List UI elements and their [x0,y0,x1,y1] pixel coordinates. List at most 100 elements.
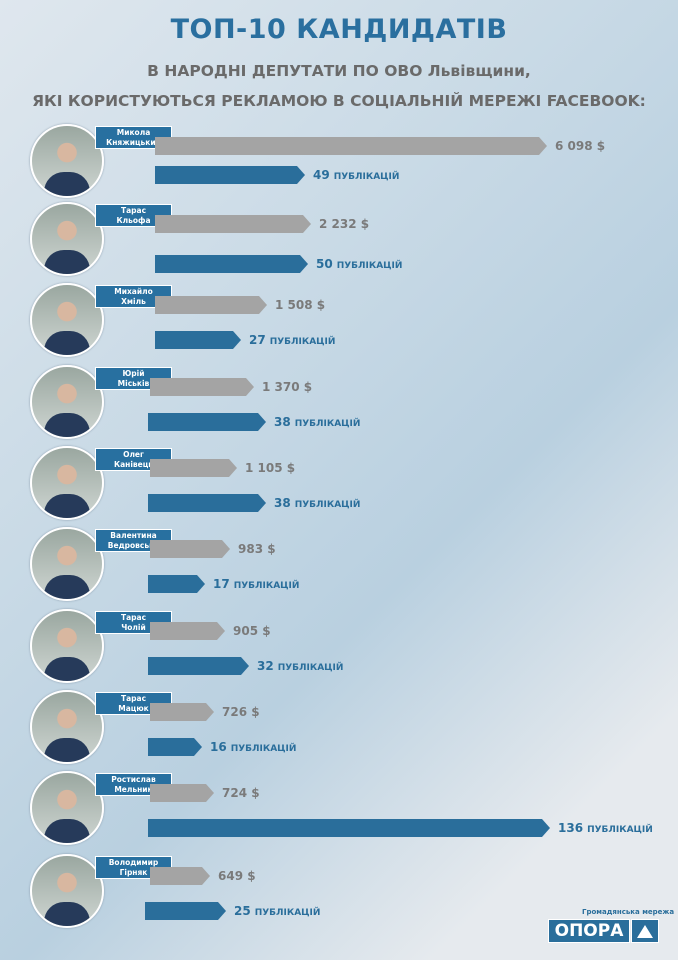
page-title: ТОП-10 КАНДИДАТІВ [170,14,508,45]
publications-count: 49 [313,168,330,182]
publications-unit: ПУБЛІКАЦІЙ [269,337,336,347]
candidate-row: Ростислав Мельник 724 $ 136 ПУБЛІКАЦІЙ [0,771,678,855]
spend-value-label: 724 $ [222,786,260,800]
publications-label: 25 ПУБЛІКАЦІЙ [234,902,320,922]
spend-value-label: 905 $ [233,624,271,638]
publications-label: 49 ПУБЛІКАЦІЙ [313,166,399,186]
spend-value-label: 6 098 $ [555,139,606,153]
last-name: Хміль [121,297,146,306]
spend-bar [155,215,311,233]
publications-count: 136 [558,821,584,835]
publications-bar [155,255,308,273]
publications-bar [145,902,226,920]
first-name: Микола [116,128,151,137]
last-name: Мельник [114,785,153,794]
publications-unit: ПУБЛІКАЦІЙ [333,172,400,182]
publications-bar [148,575,205,593]
spend-value-label: 726 $ [222,705,260,719]
publications-unit: ПУБЛІКАЦІЙ [294,419,361,429]
spend-bar [155,296,267,314]
publications-label: 38 ПУБЛІКАЦІЙ [274,413,360,433]
spend-value-label: 1 105 $ [245,461,296,475]
publications-label: 38 ПУБЛІКАЦІЙ [274,494,360,514]
spend-bar [150,867,210,885]
logo-caption: Громадянська мережа [582,908,675,916]
candidate-photo [30,854,104,928]
publications-bar [148,494,266,512]
spend-value-label: 983 $ [238,542,276,556]
publications-unit: ПУБЛІКАЦІЙ [294,500,361,510]
candidate-row: Микола Княжицький 6 098 $ 49 ПУБЛІКАЦІЙ [0,124,678,208]
spend-value-label: 2 232 $ [319,217,370,231]
candidate-photo [30,690,104,764]
candidate-photo [30,527,104,601]
publications-bar [148,819,550,837]
spend-bar [150,540,230,558]
subtitle-line-2: ЯКІ КОРИСТУЮТЬСЯ РЕКЛАМОЮ В СОЦІАЛЬНІЙ М… [32,92,646,110]
publications-count: 17 [213,577,230,591]
publications-bar [148,413,266,431]
spend-bar [150,378,254,396]
first-name: Тарас [120,613,147,622]
last-name: Ведровська [107,541,160,550]
publications-bar [148,657,249,675]
candidate-name-label: Микола Княжицький [95,126,172,149]
first-name: Тарас [120,694,147,703]
spend-bar [150,622,225,640]
subtitle-line-1: В НАРОДНІ ДЕПУТАТИ ПО ОВО Львівщини, [147,62,531,80]
candidate-photo [30,365,104,439]
publications-count: 38 [274,496,291,510]
candidate-photo [30,283,104,357]
publications-count: 27 [249,333,266,347]
publications-label: 16 ПУБЛІКАЦІЙ [210,738,296,758]
publications-unit: ПУБЛІКАЦІЙ [254,908,321,918]
candidate-row: Михайло Хміль 1 508 $ 27 ПУБЛІКАЦІЙ [0,283,678,367]
last-name: Кльофа [116,216,151,225]
candidate-name-label: Михайло Хміль [95,285,172,308]
candidate-row: Тарас Чолій 905 $ 32 ПУБЛІКАЦІЙ [0,609,678,693]
first-name: Ростислав [111,775,156,784]
opora-triangle-icon [631,919,659,943]
publications-unit: ПУБЛІКАЦІЙ [233,581,300,591]
spend-bar [150,703,214,721]
first-name: Юрій [122,369,145,378]
candidate-row: Володимир Гірняк 649 $ 25 ПУБЛІКАЦІЙ [0,854,678,938]
publications-count: 16 [210,740,227,754]
publications-unit: ПУБЛІКАЦІЙ [230,744,297,754]
publications-bar [155,331,241,349]
first-name: Михайло [114,287,153,296]
first-name: Олег [123,450,144,459]
publications-label: 32 ПУБЛІКАЦІЙ [257,657,343,677]
candidate-row: Тарас Кльофа 2 232 $ 50 ПУБЛІКАЦІЙ [0,202,678,286]
spend-bar [150,459,237,477]
publications-label: 17 ПУБЛІКАЦІЙ [213,575,299,595]
publications-count: 32 [257,659,274,673]
opora-logo: ОПОРА [548,919,630,943]
candidate-photo [30,446,104,520]
candidate-photo [30,609,104,683]
last-name: Княжицький [106,138,161,147]
first-name: Валентина [110,531,157,540]
last-name: Чолій [121,623,146,632]
spend-value-label: 1 508 $ [275,298,326,312]
publications-label: 136 ПУБЛІКАЦІЙ [558,819,653,839]
publications-count: 50 [316,257,333,271]
spend-value-label: 1 370 $ [262,380,313,394]
publications-unit: ПУБЛІКАЦІЙ [277,663,344,673]
candidate-photo [30,124,104,198]
candidate-row: Тарас Мацюк 726 $ 16 ПУБЛІКАЦІЙ [0,690,678,774]
spend-bar [155,137,547,155]
spend-bar [150,784,214,802]
publications-count: 25 [234,904,251,918]
last-name: Канівець [113,460,154,469]
publications-label: 50 ПУБЛІКАЦІЙ [316,255,402,275]
publications-bar [148,738,202,756]
last-name: Мацюк [118,704,149,713]
candidate-row: Валентина Ведровська 983 $ 17 ПУБЛІКАЦІЙ [0,527,678,611]
publications-label: 27 ПУБЛІКАЦІЙ [249,331,335,351]
last-name: Гірняк [119,868,148,877]
last-name: Міськів [117,379,150,388]
first-name: Володимир [108,858,159,867]
candidate-photo [30,202,104,276]
publications-unit: ПУБЛІКАЦІЙ [587,825,653,835]
